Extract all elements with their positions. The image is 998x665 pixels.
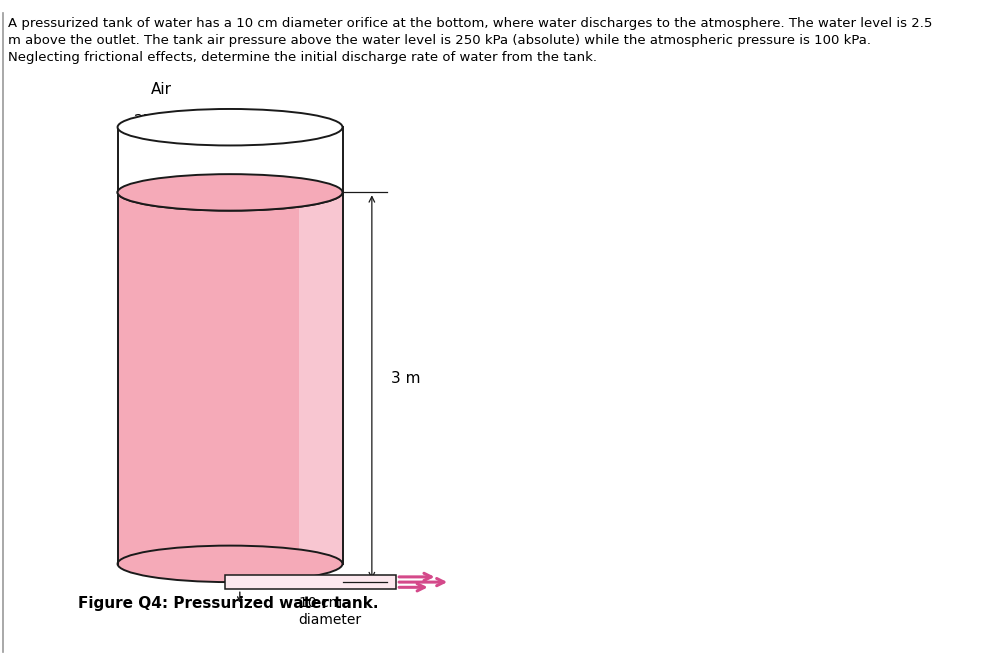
Text: 250kPa: 250kPa	[134, 114, 190, 129]
Text: Figure Q4: Pressurized water tank.: Figure Q4: Pressurized water tank.	[79, 597, 379, 611]
Polygon shape	[298, 192, 342, 564]
Ellipse shape	[118, 109, 342, 146]
Text: A pressurized tank of water has a 10 cm diameter orifice at the bottom, where wa: A pressurized tank of water has a 10 cm …	[8, 17, 932, 64]
Polygon shape	[118, 127, 342, 192]
Text: 3 m: 3 m	[391, 370, 421, 386]
Polygon shape	[118, 192, 342, 564]
Text: 10 cm
diameter: 10 cm diameter	[298, 597, 361, 626]
Ellipse shape	[118, 174, 342, 211]
Text: Air: Air	[151, 82, 172, 96]
Ellipse shape	[118, 174, 342, 211]
Polygon shape	[226, 575, 396, 589]
Ellipse shape	[118, 545, 342, 582]
